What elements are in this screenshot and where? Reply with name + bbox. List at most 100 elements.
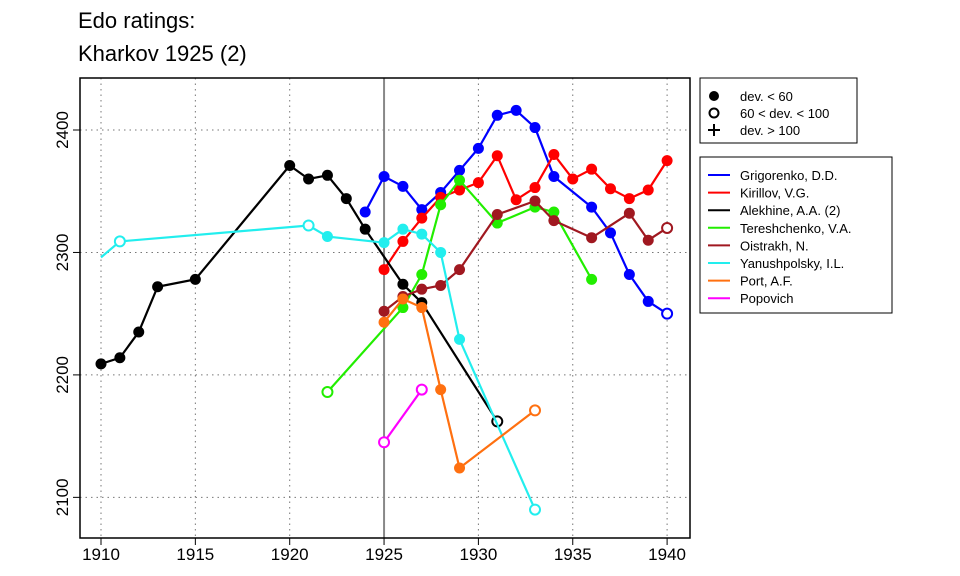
series-legend-box [699,156,893,314]
data-point [623,193,635,205]
marker-legend-label: 60 < dev. < 100 [740,106,829,121]
data-point [586,163,598,175]
legend-label: Kirillov, V.G. [740,186,809,201]
data-point [548,206,560,218]
data-point [586,273,598,285]
data-point [510,194,522,206]
data-point [416,302,428,314]
data-point [623,207,635,219]
data-point [152,281,164,293]
data-point [472,142,484,154]
data-point [378,316,390,328]
data-point [378,305,390,317]
data-point [416,268,428,280]
data-point-open [529,404,542,417]
data-point [454,184,466,196]
legend-label: Oistrakh, N. [740,238,809,253]
y-tick-label: 2300 [53,234,72,272]
data-point-open [321,386,334,399]
y-tick-label: 2400 [53,111,72,149]
data-point [397,302,409,314]
data-point [378,237,390,249]
data-point [133,326,145,338]
data-point [397,223,409,235]
data-point [454,462,466,474]
data-point [586,232,598,244]
data-point [491,150,503,162]
data-point [416,204,428,216]
marker-legend-label: dev. < 60 [740,89,793,104]
x-tick-label: 1920 [271,545,309,564]
data-point [604,183,616,195]
x-tick-label: 1940 [648,545,686,564]
data-point [642,234,654,246]
legend-label: Tereshchenko, V.A. [740,221,852,236]
data-point [491,109,503,121]
data-point [454,333,466,345]
data-point [95,358,107,370]
data-point [321,169,333,181]
data-point [435,199,447,211]
data-point-open [661,307,674,320]
x-tick-label: 1910 [82,545,120,564]
data-point [454,164,466,176]
x-tick-label: 1930 [459,545,497,564]
data-point-open [302,219,315,232]
x-tick-label: 1925 [365,545,403,564]
data-point [454,264,466,276]
data-point-open [661,221,674,234]
x-tick-label: 1915 [176,545,214,564]
legend-label: Alekhine, A.A. (2) [740,203,840,218]
data-point [586,201,598,213]
filled-circle-icon [709,91,719,101]
legend-label: Grigorenko, D.D. [740,168,838,183]
data-point [435,384,447,396]
data-point [642,295,654,307]
series-line [383,388,423,443]
x-tick-label: 1935 [554,545,592,564]
data-point [472,177,484,189]
data-point [567,173,579,185]
data-point [548,215,560,227]
data-point [416,283,428,295]
series-line [383,297,536,470]
legend-label: Port, A.F. [740,274,793,289]
series-line [383,152,669,271]
plus-icon [708,124,720,136]
series-line [100,224,537,511]
data-point-open [378,436,391,449]
data-point-open [415,383,428,396]
data-point [548,148,560,160]
data-point [359,206,371,218]
data-point [359,223,371,235]
data-point [378,264,390,276]
data-point [529,122,541,134]
data-point [416,212,428,224]
data-point [510,104,522,116]
data-point [416,228,428,240]
data-point [529,182,541,194]
data-point-open [113,235,126,248]
y-tick-label: 2100 [53,478,72,516]
data-point [303,173,315,185]
data-point [435,246,447,258]
data-point [435,280,447,292]
data-point-open [529,503,542,516]
data-point [661,155,673,167]
plot-frame [79,77,691,539]
data-point [378,171,390,183]
data-point [623,268,635,280]
open-circle-icon [708,107,720,119]
data-point [548,171,560,183]
data-point [321,231,333,243]
data-point [529,195,541,207]
legend-label: Popovich [740,291,793,306]
data-point [397,180,409,192]
data-point [454,174,466,186]
data-point [397,293,409,305]
data-point [340,193,352,205]
legend-label: Yanushpolsky, I.L. [740,256,844,271]
marker-legend-label: dev. > 100 [740,123,800,138]
